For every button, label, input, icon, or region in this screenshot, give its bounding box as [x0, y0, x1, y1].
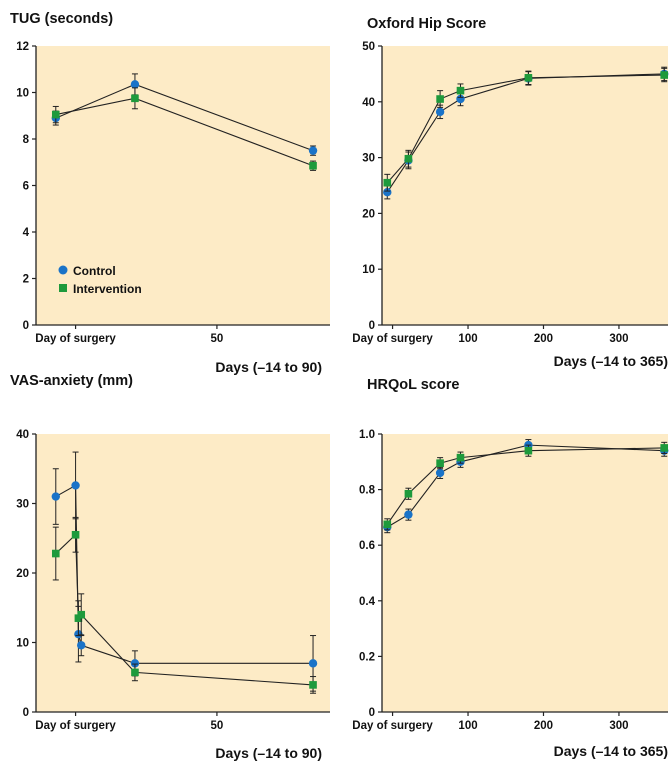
tug-xtick-label: Day of surgery: [35, 333, 116, 345]
vas-intervention-point: [131, 668, 139, 677]
hrqol-xtick-label: 300: [609, 720, 628, 732]
vas-plot-area: [36, 434, 330, 712]
vas-xlabel: Days (–14 to 90): [215, 745, 322, 761]
legend-control-label: Control: [73, 264, 116, 278]
hrqol-intervention-point: [456, 453, 465, 462]
tug-intervention-point: [131, 94, 139, 103]
vas-ytick-label: 20: [16, 568, 29, 580]
oxford-xtick-label: 300: [609, 333, 628, 345]
hrqol-intervention-point: [436, 459, 444, 467]
tug-xlabel: Days (–14 to 90): [215, 359, 322, 375]
oxford-control-point: [383, 187, 392, 197]
oxford-plot-area: [382, 46, 668, 325]
legend-control-marker: [58, 265, 68, 275]
vas-control-point: [77, 641, 86, 650]
oxford-intervention-point: [456, 86, 465, 95]
vas-intervention-point: [309, 681, 317, 689]
hrqol-intervention-point: [383, 520, 392, 529]
hrqol-title: HRQoL score: [367, 377, 459, 393]
vas-ytick-label: 10: [16, 638, 29, 650]
hrqol-xtick-label: Day of surgery: [352, 720, 433, 732]
hrqol-control-point: [404, 510, 413, 519]
tug-plot-area: [36, 46, 330, 325]
oxford-ytick-label: 10: [362, 264, 375, 276]
tug-ytick-label: 10: [16, 88, 29, 100]
oxford-intervention-point: [660, 71, 669, 79]
tug-xtick-label: 50: [211, 333, 224, 345]
hrqol-ytick-label: 0.6: [359, 540, 375, 552]
oxford-xtick-label: Day of surgery: [352, 333, 433, 345]
vas-control-point: [308, 659, 318, 668]
oxford-ytick-label: 40: [362, 97, 375, 109]
hrqol-ytick-label: 0.4: [359, 596, 376, 608]
vas-ytick-label: 40: [16, 429, 29, 441]
tug-legend: Control Intervention: [58, 264, 142, 296]
oxford-intervention-point: [524, 74, 533, 82]
vas-ytick-label: 0: [23, 707, 29, 719]
vas-xtick-label: 50: [211, 720, 224, 732]
hrqol-xtick-label: 200: [534, 720, 553, 732]
vas-control-point: [51, 492, 60, 501]
hrqol-panel: HRQoL score 0 0.2 0.4 0.6 0.8 1.0 Day of surger…: [352, 377, 669, 759]
hrqol-intervention-point: [404, 489, 413, 498]
tug-title: TUG (seconds): [10, 11, 113, 27]
oxford-xlabel: Days (–14 to 365): [554, 353, 668, 369]
oxford-xtick-label: 100: [458, 333, 477, 345]
hrqol-xlabel: Days (–14 to 365): [554, 743, 668, 759]
oxford-control-point: [435, 107, 445, 117]
hrqol-control-point: [435, 468, 445, 478]
legend-intervention-marker: [59, 284, 67, 292]
tug-intervention-point: [51, 110, 60, 119]
hrqol-intervention-line: [386, 447, 665, 525]
oxford-intervention-point: [436, 95, 444, 103]
hrqol-intervention-point: [660, 444, 669, 452]
tug-control-point: [308, 146, 318, 155]
oxford-panel: Oxford Hip Score 0 10 20 30 40 50 Day of surger…: [352, 16, 669, 369]
oxford-intervention-line: [386, 74, 665, 184]
oxford-ytick-label: 0: [369, 320, 375, 332]
vas-intervention-point: [71, 530, 80, 539]
hrqol-intervention-point: [524, 446, 533, 455]
hrqol-plot-area: [382, 434, 668, 712]
oxford-ytick-label: 20: [362, 208, 375, 220]
hrqol-ytick-label: 1.0: [359, 429, 375, 441]
tug-ytick-label: 8: [23, 134, 30, 146]
vas-ytick-label: 30: [16, 499, 29, 511]
legend-intervention-label: Intervention: [73, 282, 142, 296]
oxford-ytick-label: 50: [362, 41, 375, 53]
tug-ytick-label: 4: [23, 227, 30, 239]
tug-control-point: [130, 80, 140, 89]
oxford-intervention-point: [404, 154, 413, 163]
tug-ytick-label: 2: [23, 274, 29, 286]
hrqol-ytick-label: 0.8: [359, 485, 376, 497]
tug-intervention-point: [309, 161, 317, 170]
tug-ytick-label: 0: [23, 320, 29, 332]
oxford-ytick-label: 30: [362, 153, 375, 165]
vas-intervention-point: [51, 549, 60, 558]
oxford-intervention-point: [383, 178, 392, 187]
vas-control-point: [130, 659, 140, 668]
tug-ytick-label: 12: [16, 41, 29, 53]
hrqol-xtick-label: 100: [458, 720, 477, 732]
tug-ytick-label: 6: [23, 181, 29, 193]
vas-intervention-point: [77, 610, 86, 619]
vas-xtick-label: Day of surgery: [35, 720, 116, 732]
vas-title: VAS-anxiety (mm): [10, 373, 133, 389]
oxford-title: Oxford Hip Score: [367, 16, 486, 32]
hrqol-ytick-label: 0.2: [359, 651, 375, 663]
tug-panel: TUG (seconds) 0 2 4 6 8 10 12 Day of surgery 50 Da…: [10, 11, 330, 375]
vas-control-point: [71, 481, 80, 490]
oxford-xtick-label: 200: [534, 333, 553, 345]
hrqol-ytick-label: 0: [369, 707, 375, 719]
vas-panel: VAS-anxiety (mm) 0 10 20 30 40 Day of surgery 5…: [10, 373, 330, 761]
